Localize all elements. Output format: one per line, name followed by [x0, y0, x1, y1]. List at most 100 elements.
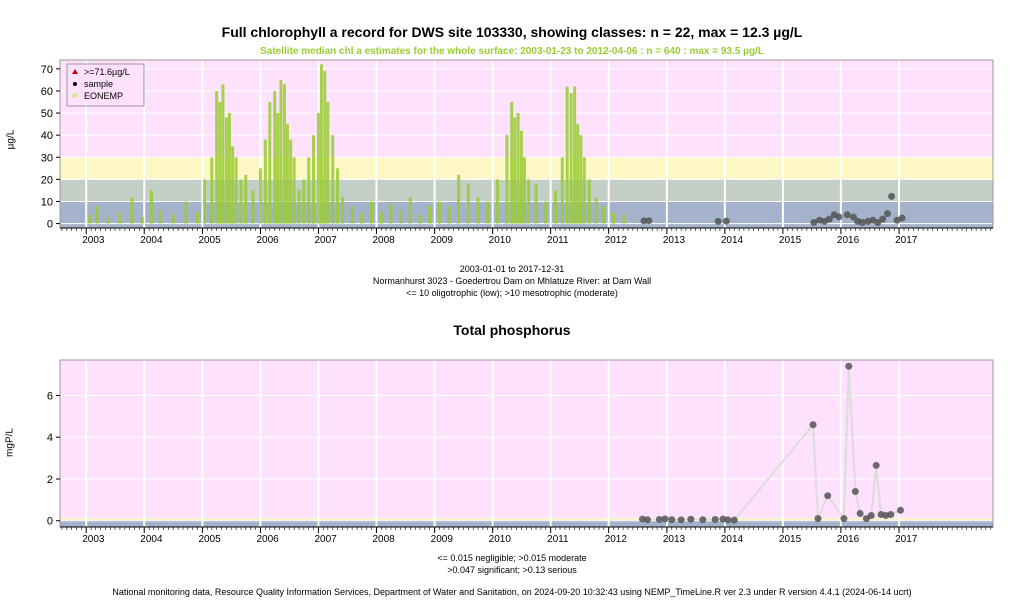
phosphorus-plot-area: 0 2 4 6 2003 2004 2005 2006 2007 2008 2009 2010 2011… — [47, 359, 994, 545]
chlorophyll-sample-point — [714, 217, 722, 225]
phosphorus-x-tick-label: 2009 — [431, 534, 454, 545]
phosphorus-x-tick-label: 2015 — [779, 534, 802, 545]
phosphorus-x-tick-label: 2008 — [372, 534, 395, 545]
chlorophyll-y-tick-label: 20 — [41, 174, 53, 186]
chlorophyll-sample-point — [843, 211, 851, 219]
chlorophyll-sample-point — [722, 217, 730, 225]
chlorophyll-chart-title: Full chlorophyll a record for DWS site 1… — [221, 24, 803, 40]
phosphorus-sample-point — [711, 515, 719, 523]
chlorophyll-x-tick-label: 2009 — [431, 235, 454, 246]
phosphorus-x-tick-label: 2007 — [314, 534, 337, 545]
phosphorus-sample-point — [809, 421, 817, 429]
phosphorus-chart-title: Total phosphorus — [453, 322, 571, 338]
phosphorus-y-axis-label: mgP/L — [4, 428, 16, 457]
phosphorus-x-tick-label: 2004 — [140, 534, 163, 545]
chlorophyll-x-tick-label: 2010 — [489, 235, 512, 246]
phosphorus-x-tick-label: 2003 — [82, 534, 105, 545]
phosphorus-sample-point — [643, 516, 651, 524]
chlorophyll-x-tick-label: 2015 — [779, 235, 802, 246]
legend-label: >=71.6µg/L — [84, 67, 130, 77]
chlorophyll-y-tick-label: 50 — [41, 108, 53, 120]
phosphorus-sample-point — [867, 512, 875, 520]
phosphorus-x-tick-label: 2014 — [721, 534, 744, 545]
chlorophyll-x-tick-label: 2011 — [547, 235, 569, 246]
chlorophyll-y-tick-label: 10 — [41, 196, 53, 208]
chlorophyll-sample-point — [874, 218, 882, 226]
chlorophyll-sample-point — [645, 217, 653, 225]
phosphorus-sample-point — [730, 516, 738, 524]
phosphorus-x-tick-label: 2010 — [489, 534, 512, 545]
phosphorus-sample-point — [687, 515, 695, 523]
phosphorus-sample-point — [851, 488, 859, 496]
chlorophyll-y-tick-label: 0 — [47, 219, 53, 231]
chlorophyll-sample-point — [849, 213, 857, 221]
chlorophyll-x-tick-label: 2013 — [663, 235, 686, 246]
chlorophyll-chart-subtitle: Satellite median chl a estimates for the… — [260, 46, 764, 57]
chlorophyll-x-tick-label: 2008 — [372, 235, 395, 246]
phosphorus-x-tick-label: 2011 — [547, 534, 569, 545]
legend-square-symbol — [72, 93, 78, 98]
chlorophyll-x-tick-label: 2006 — [256, 235, 279, 246]
legend-box — [66, 63, 145, 107]
chlorophyll-date-range: 2003-01-01 to 2017-12-31 — [459, 264, 565, 274]
chlorophyll-sample-point — [879, 215, 887, 223]
phosphorus-sample-point — [872, 461, 880, 469]
phosphorus-class-band — [60, 518, 993, 520]
phosphorus-x-tick-label: 2017 — [895, 534, 918, 545]
chlorophyll-sample-point — [898, 214, 906, 222]
phosphorus-y-tick-label: 0 — [47, 516, 53, 528]
chlorophyll-sample-point — [883, 210, 891, 218]
chlorophyll-class-band — [60, 179, 993, 202]
chlorophyll-y-tick-label: 70 — [41, 64, 53, 76]
chlorophyll-x-tick-label: 2004 — [140, 235, 163, 246]
chlorophyll-class-band — [60, 157, 993, 180]
chlorophyll-sample-point — [825, 215, 833, 223]
phosphorus-sample-point — [824, 492, 832, 500]
phosphorus-x-tick-label: 2013 — [663, 534, 686, 545]
chlorophyll-x-tick-label: 2012 — [605, 235, 628, 246]
chlorophyll-legend: >=71.6µg/L sample EONEMP — [66, 63, 145, 107]
chlorophyll-sample-point — [810, 218, 818, 226]
phosphorus-sample-point — [677, 516, 685, 524]
chlorophyll-y-tick-label: 60 — [41, 86, 53, 98]
phosphorus-x-tick-label: 2006 — [256, 534, 279, 545]
phosphorus-sample-point — [845, 362, 853, 370]
phosphorus-sample-point — [896, 506, 904, 514]
chlorophyll-y-tick-label: 40 — [41, 130, 53, 142]
phosphorus-sample-point — [668, 516, 676, 524]
phosphorus-sample-point — [661, 515, 669, 523]
chlorophyll-sample-point — [835, 213, 843, 221]
chlorophyll-class-band — [60, 60, 993, 158]
legend-dot-symbol — [73, 82, 77, 86]
phosphorus-x-tick-label: 2016 — [837, 534, 860, 545]
phosphorus-sample-point — [724, 516, 732, 524]
phosphorus-class-band — [60, 520, 993, 527]
phosphorus-y-tick-label: 6 — [47, 390, 53, 402]
phosphorus-sample-point — [655, 515, 663, 523]
phosphorus-class-band — [60, 519, 993, 521]
chlorophyll-class-caption: <= 10 oligotrophic (low); >10 mesotrophi… — [406, 288, 618, 298]
chlorophyll-x-tick-label: 2017 — [895, 235, 918, 246]
phosphorus-sample-point — [887, 510, 895, 518]
phosphorus-class-caption-2: >0.047 significant; >0.13 serious — [447, 565, 577, 575]
phosphorus-sample-point — [856, 509, 864, 517]
phosphorus-sample-point — [840, 515, 848, 523]
chlorophyll-y-tick-label: 30 — [41, 152, 53, 164]
phosphorus-y-tick-label: 4 — [47, 432, 53, 444]
chlorophyll-plot-area: 0 10 20 30 40 50 60 70 2003 2004 2005 2006 2007 2008 2… — [41, 59, 994, 246]
chlorophyll-x-tick-label: 2005 — [198, 235, 221, 246]
legend-triangle-symbol — [72, 69, 78, 74]
chlorophyll-x-tick-label: 2003 — [82, 235, 105, 246]
phosphorus-class-band — [60, 360, 993, 519]
phosphorus-y-tick-label: 2 — [47, 474, 53, 486]
chlorophyll-x-tick-label: 2014 — [721, 235, 744, 246]
chlorophyll-sample-point — [640, 217, 648, 225]
chlorophyll-sample-point — [888, 192, 896, 200]
chlorophyll-site-caption: Normanhurst 3023 - Goedertrou Dam on Mhl… — [372, 276, 652, 286]
legend-label: sample — [84, 79, 113, 89]
legend-label: EONEMP — [84, 91, 123, 101]
phosphorus-sample-point — [814, 515, 822, 523]
chlorophyll-x-tick-label: 2016 — [837, 235, 860, 246]
phosphorus-x-tick-label: 2012 — [605, 534, 628, 545]
